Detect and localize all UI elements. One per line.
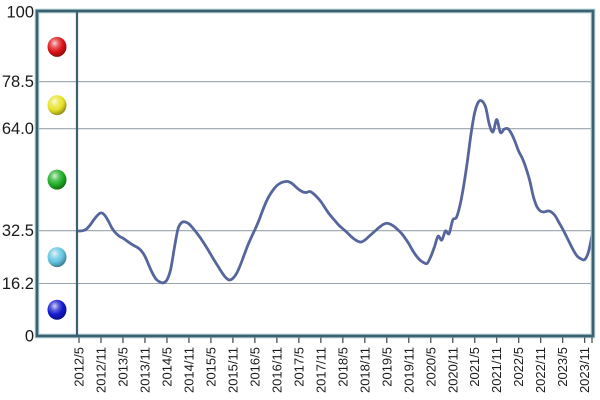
x-axis-label: 2015/5 [203, 347, 218, 387]
x-axis-label: 2023/5 [555, 347, 570, 387]
red-ball [47, 36, 67, 57]
x-axis-label: 2018/5 [335, 347, 350, 387]
x-axis-label: 2022/11 [533, 347, 548, 393]
x-axis-label: 2021/5 [467, 347, 482, 387]
x-axis-label: 2014/11 [181, 347, 196, 393]
x-axis-label: 2016/11 [269, 347, 284, 393]
x-axis-label: 2018/11 [357, 347, 372, 393]
x-axis-label: 2015/11 [225, 347, 240, 393]
green-ball [47, 169, 67, 190]
x-axis-label: 2013/11 [137, 347, 152, 393]
blue-ball [47, 299, 67, 320]
x-axis-label: 2017/11 [313, 347, 328, 393]
x-axis-label: 2020/5 [423, 347, 438, 387]
x-axis-label: 2017/5 [291, 347, 306, 387]
x-axis-label: 2021/11 [489, 347, 504, 393]
y-axis-label: 16.2 [2, 275, 34, 293]
x-axis-label: 2019/11 [401, 347, 416, 393]
chart-frame-soft [34, 8, 596, 339]
cyan-ball [47, 247, 67, 268]
chart-frame [35, 9, 595, 338]
x-axis-label: 2012/5 [72, 347, 87, 387]
x-axis-label: 2012/11 [93, 347, 108, 393]
x-axis-label: 2013/5 [115, 347, 130, 387]
y-axis-label: 78.5 [2, 73, 34, 91]
x-axis-label: 2016/5 [247, 347, 262, 387]
x-axis-label: 2020/11 [445, 347, 460, 393]
x-axis-label: 2019/5 [379, 347, 394, 387]
y-axis-label: 32.5 [2, 222, 34, 240]
yellow-ball [47, 95, 67, 116]
x-axis-label: 2023/11 [577, 347, 592, 393]
y-axis-label: 0 [25, 328, 34, 346]
y-axis-label: 100 [6, 4, 34, 22]
x-axis-label: 2022/5 [511, 347, 526, 387]
x-axis-label: 2014/5 [159, 347, 174, 387]
y-axis-label: 64.0 [2, 120, 34, 138]
index-data-line [78, 99, 592, 285]
